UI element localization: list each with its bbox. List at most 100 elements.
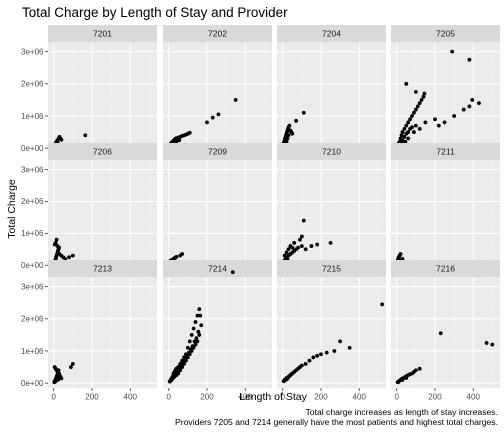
panel-background xyxy=(391,160,500,270)
panel-background xyxy=(48,160,157,270)
data-point xyxy=(59,138,63,142)
data-point xyxy=(188,131,192,135)
data-point xyxy=(439,331,443,335)
data-point xyxy=(234,98,238,102)
y-tick-label: 0e+00 xyxy=(21,144,44,153)
data-point xyxy=(181,360,185,364)
panel-7204: 7204 xyxy=(277,25,386,153)
facet-label: 7205 xyxy=(436,29,455,39)
data-point xyxy=(296,246,300,250)
y-tick-label: 2e+06 xyxy=(21,80,44,89)
data-point xyxy=(414,368,418,372)
panel-7211: 7211 xyxy=(391,143,500,270)
data-point xyxy=(292,241,296,245)
panel-7213: 72130e+001e+062e+063e+060 200 400 xyxy=(21,260,157,402)
facet-label: 7215 xyxy=(322,264,341,274)
data-point xyxy=(194,320,198,324)
data-point xyxy=(412,111,416,115)
data-point xyxy=(468,104,472,108)
panel-7205: 7205 xyxy=(391,25,500,153)
data-point xyxy=(302,219,306,223)
panel-background xyxy=(277,42,386,153)
data-point xyxy=(192,327,196,331)
data-point xyxy=(174,255,178,259)
facet-label: 7214 xyxy=(208,264,227,274)
x-tick-label: 200 xyxy=(314,393,328,402)
y-tick-label: 2e+06 xyxy=(21,315,44,324)
x-tick-label: 0 xyxy=(167,393,172,402)
caption-line-2: Providers 7205 and 7214 generally have t… xyxy=(175,417,498,427)
data-point xyxy=(217,112,221,116)
data-point xyxy=(193,339,197,343)
data-point xyxy=(332,349,336,353)
data-point xyxy=(315,243,319,247)
data-point xyxy=(406,130,410,134)
data-point xyxy=(286,137,290,141)
data-point xyxy=(300,235,304,239)
data-point xyxy=(191,344,195,348)
data-point xyxy=(308,359,312,363)
x-tick-label: 200 xyxy=(200,393,214,402)
facet-label: 7201 xyxy=(93,29,112,39)
y-tick-label: 1e+06 xyxy=(21,112,44,121)
data-point xyxy=(402,127,406,131)
facet-label: 7206 xyxy=(93,147,112,157)
y-tick-label: 0e+00 xyxy=(21,379,44,388)
data-point xyxy=(402,135,406,139)
data-point xyxy=(414,90,418,94)
data-point xyxy=(418,127,422,131)
facet-label: 7204 xyxy=(322,29,341,39)
data-point xyxy=(197,333,201,337)
data-point xyxy=(71,362,75,366)
data-point xyxy=(177,367,181,371)
panel-7216: 7216 0 200 400 xyxy=(391,260,500,402)
y-tick-label: 1e+06 xyxy=(21,347,44,356)
data-point xyxy=(211,116,215,120)
panel-background xyxy=(48,42,157,153)
panel-background xyxy=(163,160,272,270)
data-point xyxy=(329,241,333,245)
data-point xyxy=(198,314,202,318)
data-point xyxy=(185,354,189,358)
panel-background xyxy=(391,42,500,153)
data-point xyxy=(55,238,59,242)
data-point xyxy=(179,364,183,368)
panel-7215: 72150 200 400 xyxy=(277,260,386,402)
data-point xyxy=(477,101,481,105)
data-point xyxy=(298,238,302,242)
panel-7201: 7201 0e+00 1e+06 2e+06 3e+06 xyxy=(21,25,157,153)
data-point xyxy=(174,373,178,377)
facet-label: 7213 xyxy=(93,264,112,274)
data-point xyxy=(397,380,401,384)
data-point xyxy=(468,58,472,62)
panel-7214: 72140 200 400 xyxy=(163,260,272,402)
data-point xyxy=(195,336,199,340)
x-tick-label: 200 xyxy=(428,393,442,402)
data-point xyxy=(196,330,200,334)
data-point xyxy=(300,364,304,368)
data-point xyxy=(304,362,308,366)
data-point xyxy=(437,124,441,128)
data-point xyxy=(304,247,308,251)
facet-label: 7211 xyxy=(436,147,455,157)
data-point xyxy=(404,376,408,380)
data-point xyxy=(348,346,352,350)
data-point xyxy=(380,302,384,306)
y-tick-label: 3e+06 xyxy=(21,47,44,56)
data-point xyxy=(452,114,456,118)
data-point xyxy=(177,138,181,142)
chart-title: Total Charge by Length of Stay and Provi… xyxy=(22,5,288,20)
data-point xyxy=(401,130,405,134)
y-tick-label: 3e+06 xyxy=(21,165,44,174)
x-tick-label: 0 xyxy=(395,393,400,402)
x-tick-label: 400 xyxy=(353,393,367,402)
data-point xyxy=(285,251,289,255)
data-point xyxy=(338,339,342,343)
data-point xyxy=(205,121,209,125)
data-point xyxy=(412,130,416,134)
data-point xyxy=(433,117,437,121)
data-point xyxy=(199,323,203,327)
data-point xyxy=(414,124,418,128)
data-point xyxy=(180,252,184,256)
data-point xyxy=(287,133,291,137)
